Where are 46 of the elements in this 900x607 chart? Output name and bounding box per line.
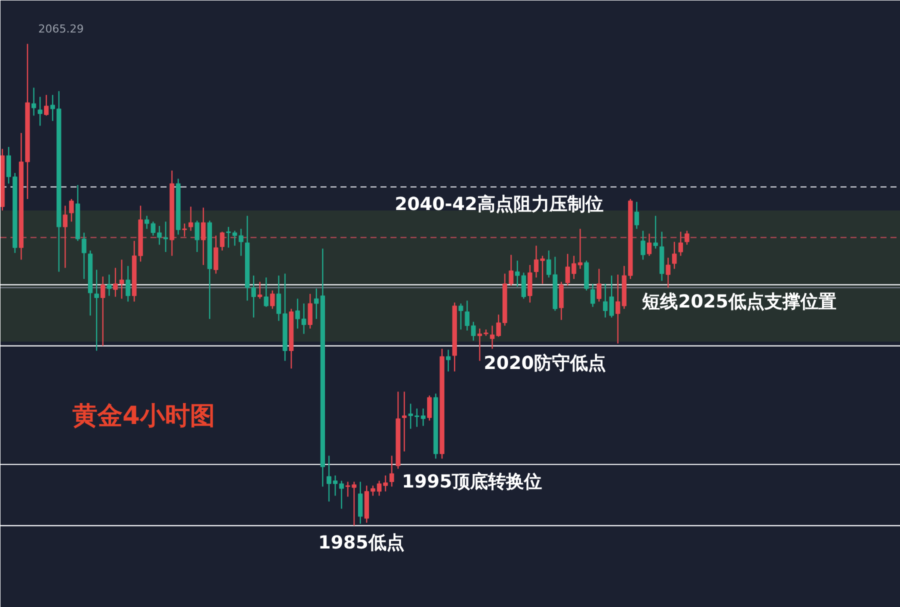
candlestick: [559, 281, 564, 320]
candlestick: [672, 241, 677, 270]
candlestick: [126, 265, 130, 302]
candlestick: [590, 283, 596, 308]
candlestick: [220, 231, 225, 252]
text: 2065.29: [38, 22, 84, 36]
candlestick: [201, 207, 206, 266]
candlestick: [38, 96, 42, 126]
candlestick: [214, 234, 218, 274]
candlestick: [528, 264, 532, 304]
candlestick: [653, 215, 658, 250]
candlestick: [446, 349, 451, 372]
candlestick: [182, 222, 187, 238]
candlestick: [389, 455, 394, 488]
candlestick: [640, 230, 646, 260]
candlestick: [458, 302, 464, 330]
candlestick: [634, 201, 640, 230]
candlestick: [62, 205, 68, 268]
candlestick: [106, 274, 112, 296]
candlestick: [402, 391, 407, 452]
candlestick: [521, 272, 526, 300]
candlestick: [270, 290, 275, 310]
candlestick: [515, 260, 520, 288]
candlestick: [264, 276, 268, 308]
candlestick: [358, 481, 363, 524]
candlestick: [596, 268, 602, 302]
candlestick: [427, 394, 432, 422]
candlestick: [646, 233, 652, 256]
ref-line-label: 2040-42高点阻力压制位: [394, 194, 604, 215]
candlestick: [69, 198, 74, 222]
candlestick: [94, 269, 99, 352]
ref-line-label: 短线2025低点支撑位置: [641, 292, 836, 313]
candlestick: [44, 94, 49, 116]
candlestick: [188, 206, 194, 232]
candlestick: [684, 230, 690, 246]
candlestick: [31, 87, 36, 116]
ref-line-label: 1985低点: [318, 532, 404, 554]
candlestick: [666, 257, 670, 288]
ref-line-label: 1995顶底转换位: [402, 471, 542, 492]
ref-line-label: 2020防守低点: [484, 352, 606, 374]
candlestick: [308, 293, 312, 330]
candlestick: [100, 276, 106, 347]
text: 黄金4小时图: [72, 401, 215, 430]
candlestick: [258, 281, 262, 300]
candlestick: [678, 231, 684, 256]
candlestick: [194, 220, 200, 253]
